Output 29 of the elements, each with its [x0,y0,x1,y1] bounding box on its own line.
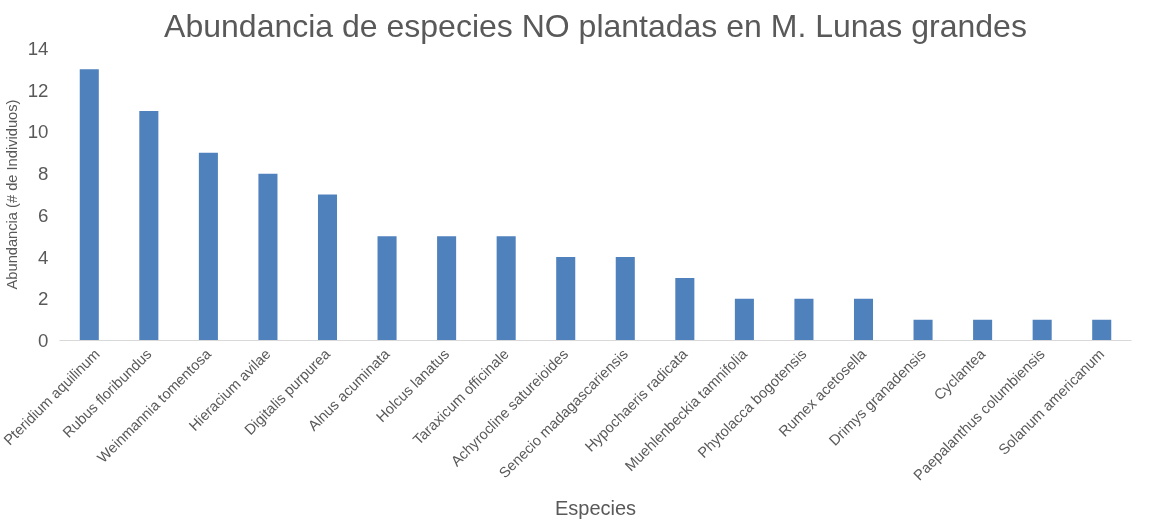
bar [973,319,993,341]
bar [437,236,457,341]
y-tick-label: 12 [27,79,49,101]
y-axis-title: Abundancia (# de Individuos) [3,99,20,290]
bar [853,298,874,341]
chart-title: Abundancia de especies NO plantadas en M. Lunas grandes [164,7,1027,44]
bar [377,236,397,341]
y-tick-label: 0 [38,330,49,351]
y-tick-label: 8 [38,163,49,185]
y-tick-label: 4 [38,246,49,268]
bar [734,298,754,341]
y-tick-label: 10 [27,121,49,143]
bar [913,319,933,341]
bar [79,69,99,341]
bar [794,298,814,341]
bar [1092,319,1112,341]
bar [317,194,338,341]
bar [615,257,635,341]
bar [675,277,695,341]
y-tick-label: 14 [27,38,49,59]
bar [198,152,218,341]
bar [258,173,278,341]
y-tick-label: 6 [38,204,49,226]
bar [556,257,576,341]
bar [139,111,159,341]
y-tick-label: 2 [38,288,49,310]
bar [1032,319,1052,341]
bar [496,236,516,341]
x-axis-title: Especies [554,496,637,519]
